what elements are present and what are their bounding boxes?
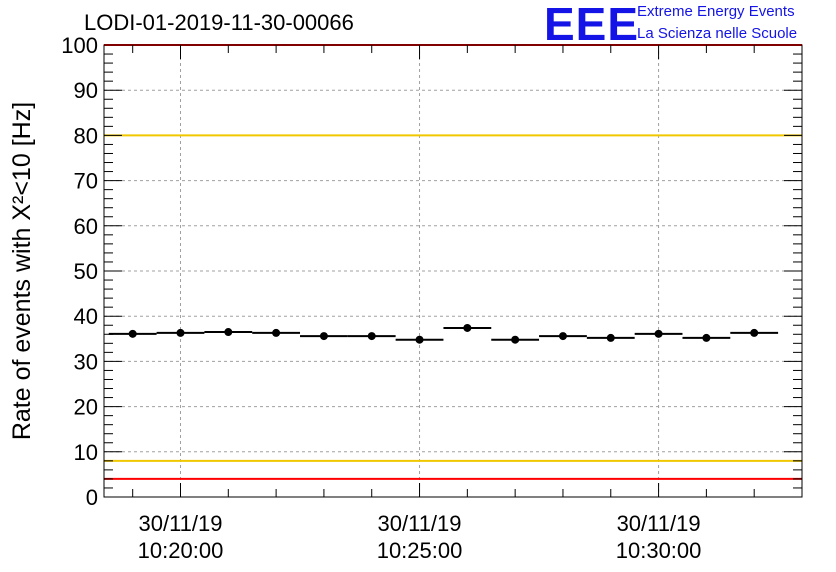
data-point [558,332,567,341]
x-tick-time-label: 10:20:00 [138,538,224,563]
run-title: LODI-01-2019-11-30-00066 [84,10,354,35]
y-tick-label: 90 [74,78,98,103]
data-point [367,332,376,341]
y-axis-label: Rate of events with X²<10 [Hz] [8,102,36,440]
data-point [750,328,759,337]
x-tick-date-label: 30/11/19 [378,511,462,536]
y-tick-label: 100 [61,33,98,58]
y-tick-label: 40 [74,304,98,329]
y-tick-label: 30 [74,349,98,374]
x-tick-time-label: 10:30:00 [616,538,702,563]
grid-lines [104,45,802,497]
eee-logo: EEE [544,0,640,50]
data-point [606,333,615,342]
axis-tick-labels: 010203040506070809010030/11/1910:20:0030… [61,33,701,563]
data-point [128,329,137,338]
data-series [108,323,779,344]
y-tick-label: 50 [74,259,98,284]
logo-tagline-1: Extreme Energy Events [637,3,795,20]
y-tick-label: 20 [74,395,98,420]
y-tick-label: 60 [74,214,98,239]
y-tick-label: 70 [74,169,98,194]
data-point [654,329,663,338]
data-point [319,332,328,341]
logo-tagline-2: La Scienza nelle Scuole [637,25,798,42]
data-point [511,335,520,344]
data-point [463,323,472,332]
data-point [272,328,281,337]
reference-lines [104,44,802,480]
data-point [224,328,233,337]
data-point [415,335,424,344]
y-tick-label: 80 [74,123,98,148]
data-point [176,328,185,337]
x-tick-date-label: 30/11/19 [617,511,701,536]
y-tick-label: 10 [74,440,98,465]
axis-ticks [104,44,803,498]
data-point [702,333,711,342]
x-tick-time-label: 10:25:00 [377,538,463,563]
x-tick-date-label: 30/11/19 [138,511,222,536]
y-tick-label: 0 [86,485,98,510]
